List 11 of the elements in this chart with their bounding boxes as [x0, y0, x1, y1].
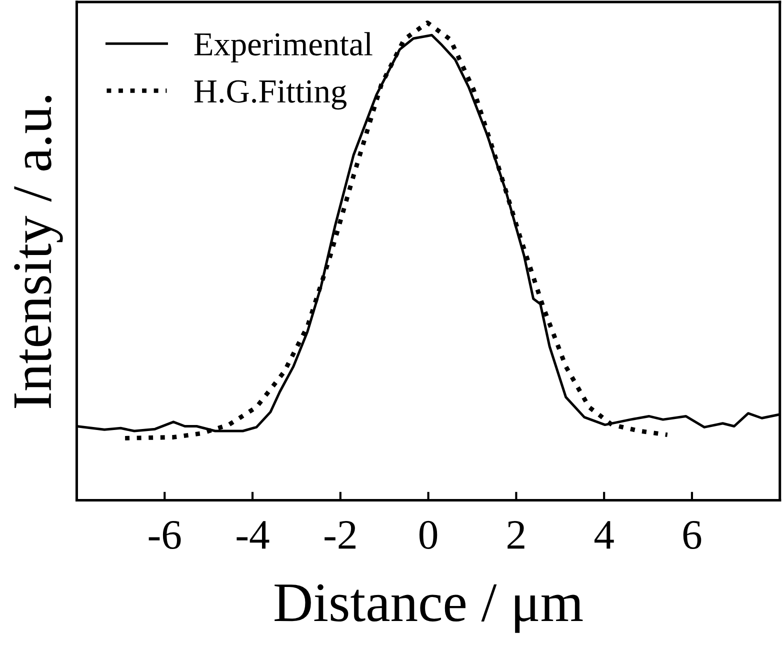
x-tick-label: -4: [236, 521, 270, 549]
x-axis-title: Distance / μm: [274, 584, 583, 633]
x-tick-label: 4: [594, 521, 614, 549]
x-tick-label: 0: [419, 520, 438, 550]
x-tick-label: -2: [324, 521, 356, 549]
x-tick-label: 6: [683, 521, 702, 550]
y-axis-title: Intensity / a.u.: [14, 96, 63, 408]
legend-label: Experimental: [194, 32, 372, 62]
legend-label: H.G.Fitting: [194, 80, 346, 110]
x-tick-label: -6: [148, 521, 181, 550]
x-tick-label: 2: [508, 521, 524, 549]
